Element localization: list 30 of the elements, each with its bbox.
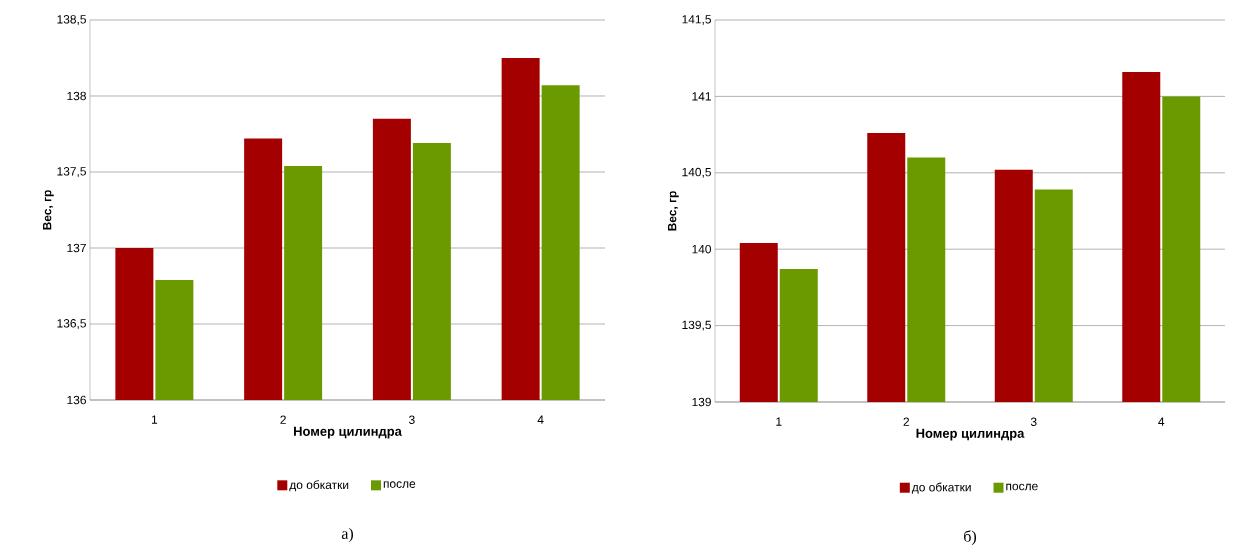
x-tick-label: 3 — [1030, 417, 1037, 426]
y-tick-label: 136 — [67, 395, 86, 405]
legend-label: до обкатки — [289, 480, 349, 492]
x-tick-label: 2 — [903, 417, 909, 426]
y-tick-label: 137 — [67, 243, 86, 253]
y-tick-label: 136,5 — [57, 319, 86, 329]
x-tick-label: 1 — [151, 415, 158, 424]
y-tick-label: 138,5 — [57, 15, 86, 25]
y-tick-label: 138 — [67, 91, 86, 101]
y-tick-label: 137,5 — [57, 167, 86, 177]
x-tick-label: 4 — [537, 415, 544, 424]
y-tick-label: 140,5 — [682, 167, 711, 178]
x-tick-label: 4 — [1158, 417, 1165, 426]
y-tick-label: 139,5 — [682, 320, 711, 331]
text: а) — [341, 527, 353, 543]
x-axis-title: Номер цилиндра — [294, 426, 402, 439]
text: б) — [964, 530, 977, 546]
x-tick-label: 1 — [776, 417, 782, 426]
legend-label: после — [1006, 483, 1038, 491]
y-axis-title: Вес, гр — [43, 190, 54, 230]
y-tick-label: 140 — [692, 244, 712, 254]
y-tick-label: 141 — [692, 92, 711, 101]
legend-label: после — [383, 481, 416, 488]
legend-label: до обкатки — [911, 482, 971, 494]
x-axis-title: Номер цилиндра — [916, 428, 1025, 441]
x-tick-label: 3 — [409, 415, 415, 424]
y-axis-title: Вес, гр — [668, 191, 679, 231]
y-tick-label: 139 — [692, 397, 711, 407]
x-tick-label: 2 — [280, 415, 286, 424]
y-tick-label: 141,5 — [682, 15, 711, 25]
